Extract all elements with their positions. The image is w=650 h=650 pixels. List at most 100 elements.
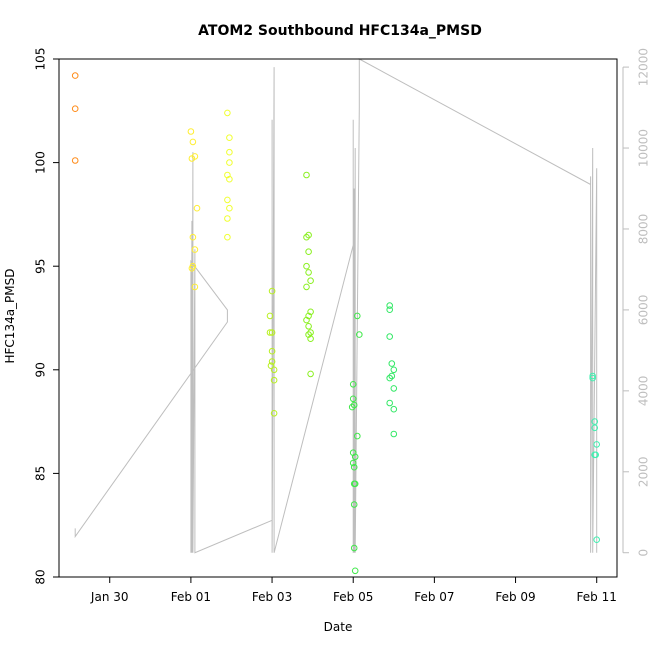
data-point	[386, 333, 394, 340]
data-point	[226, 204, 233, 212]
data-point	[267, 362, 275, 370]
data-point	[354, 312, 361, 320]
x-tick-label: Feb 07	[414, 590, 454, 604]
data-point	[386, 374, 394, 382]
data-point	[305, 269, 312, 276]
data-point	[349, 459, 357, 467]
data-point	[189, 138, 197, 146]
data-point	[351, 480, 359, 488]
y-tick-label: 90	[34, 362, 48, 377]
data-point	[71, 105, 79, 112]
data-point	[388, 360, 396, 367]
data-point	[349, 381, 357, 388]
y2-tick-label: 12000	[637, 48, 650, 86]
data-point	[307, 277, 314, 285]
y-tick-label: 80	[34, 569, 48, 584]
data-point	[589, 372, 597, 380]
data-point	[350, 501, 358, 508]
data-point	[226, 148, 233, 156]
data-point	[224, 215, 231, 222]
y2-tick-label: 6000	[637, 295, 650, 326]
data-point	[266, 329, 274, 336]
data-point	[593, 536, 601, 544]
data-point	[268, 358, 276, 365]
data-point	[390, 405, 398, 413]
data-point	[303, 283, 310, 291]
data-point	[71, 72, 79, 79]
y-axis: 80 85 90 95 100 105	[34, 48, 59, 585]
y-tick-label: 95	[34, 259, 48, 274]
x-tick-label: Feb 05	[333, 590, 373, 604]
data-point	[224, 233, 231, 241]
data-point	[191, 283, 199, 291]
data-point	[356, 331, 363, 338]
data-point	[303, 262, 310, 270]
data-point	[593, 441, 601, 448]
data-point	[266, 312, 274, 320]
y2-tick-label: 2000	[637, 457, 650, 488]
data-point	[390, 385, 398, 392]
y2-tick-label: 0	[637, 549, 650, 557]
x-tick-label: Feb 03	[252, 590, 292, 604]
data-point	[307, 329, 314, 336]
y2-tick-label: 10000	[637, 129, 650, 167]
data-point	[224, 196, 231, 204]
x-tick-label: Feb 01	[171, 590, 211, 604]
plot-frame	[58, 58, 618, 578]
data-point	[592, 451, 600, 459]
data-point	[226, 175, 233, 183]
data-point	[354, 432, 361, 440]
data-point	[226, 134, 233, 141]
data-point	[307, 308, 314, 316]
data-point	[305, 323, 312, 330]
y-tick-label: 105	[34, 48, 48, 71]
x-axis-label: Date	[324, 620, 353, 634]
data-point	[226, 159, 233, 166]
data-point	[270, 410, 278, 417]
data-point	[224, 109, 231, 117]
data-point	[390, 430, 398, 438]
data-point	[390, 366, 398, 374]
data-point	[270, 366, 278, 374]
data-point	[71, 157, 79, 164]
data-point	[386, 399, 394, 407]
data-point	[188, 155, 196, 162]
data-point	[303, 171, 310, 179]
data-point	[268, 287, 276, 295]
data-point	[591, 424, 599, 432]
data-point	[349, 449, 357, 457]
data-point	[305, 331, 312, 338]
data-point	[303, 316, 310, 324]
y-tick-label: 85	[34, 466, 48, 481]
data-point	[350, 463, 358, 471]
data-point	[187, 128, 195, 135]
data-point	[305, 231, 312, 239]
y2-tick-label: 4000	[637, 376, 650, 407]
y-axis-label: HFC134a_PMSD	[3, 268, 17, 363]
data-point	[270, 376, 278, 384]
y-tick-label: 100	[34, 151, 48, 174]
data-point	[350, 544, 358, 552]
x-tick-label: Feb 09	[495, 590, 535, 604]
secondary-series-line	[74, 58, 598, 554]
data-point	[348, 403, 356, 411]
chart-title: ATOM2 Southbound HFC134a_PMSD	[198, 23, 482, 39]
data-point	[591, 418, 599, 425]
data-point	[268, 347, 276, 355]
data-point	[191, 246, 199, 253]
data-point	[388, 372, 396, 380]
y2-tick-label: 8000	[637, 214, 650, 245]
data-point	[305, 248, 312, 255]
data-point	[386, 306, 394, 314]
data-point	[589, 374, 597, 382]
data-point	[188, 265, 196, 272]
data-point	[349, 395, 357, 403]
data-point	[386, 302, 394, 309]
data-point	[189, 233, 197, 241]
data-point	[350, 401, 358, 409]
scatter-points	[71, 72, 601, 575]
data-point	[303, 233, 310, 241]
data-point	[307, 335, 314, 343]
data-point	[351, 453, 359, 461]
